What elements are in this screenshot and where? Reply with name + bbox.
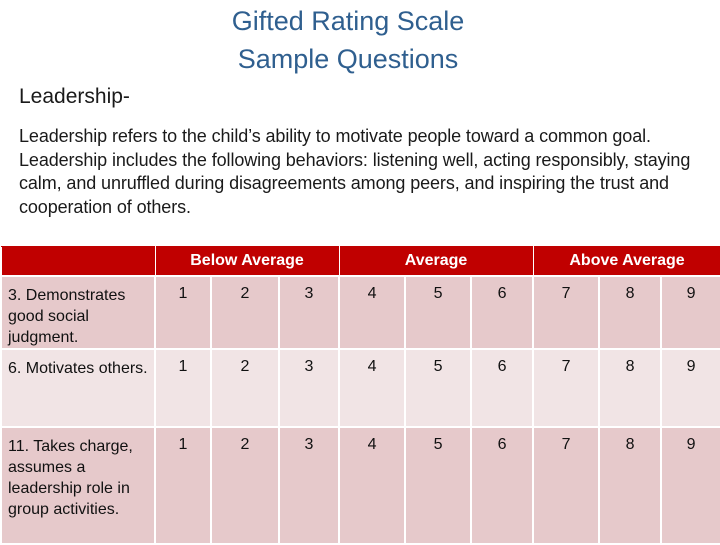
rating-cell: 9: [660, 426, 720, 545]
rating-cell: 5: [404, 275, 473, 350]
page-title: Gifted Rating Scale Sample Questions: [0, 2, 696, 78]
table-row: 6. Motivates others. 1 2 3 4 5 6 7 8 9: [0, 348, 720, 428]
table-row: 11. Takes charge, assumes a leadership r…: [0, 426, 720, 545]
rating-cell: 4: [338, 426, 407, 545]
rating-cell: 2: [210, 348, 280, 428]
header-average: Average: [338, 246, 534, 277]
rating-cell: 7: [532, 275, 601, 350]
rating-cell: 7: [532, 426, 601, 545]
rating-cell: 6: [470, 275, 535, 350]
rating-cell: 3: [277, 348, 341, 428]
title-line-2: Sample Questions: [237, 44, 459, 74]
item-label: 6. Motivates others.: [0, 348, 156, 428]
rating-cell: 9: [660, 348, 720, 428]
rating-cell: 8: [598, 426, 663, 545]
rating-cell: 3: [277, 275, 341, 350]
rating-cell: 5: [404, 426, 473, 545]
rating-cell: 7: [532, 348, 601, 428]
table-row: 3. Demonstrates good social judgment. 1 …: [0, 275, 720, 350]
rating-cell: 8: [598, 275, 663, 350]
rating-cell: 6: [470, 348, 535, 428]
rating-cell: 6: [470, 426, 535, 545]
rating-cell: 5: [404, 348, 473, 428]
rating-cell: 8: [598, 348, 663, 428]
header-below-average: Below Average: [154, 246, 340, 277]
rating-cell: 4: [338, 348, 407, 428]
item-label: 3. Demonstrates good social judgment.: [0, 275, 156, 350]
rating-cell: 2: [210, 275, 280, 350]
rating-cell: 9: [660, 275, 720, 350]
section-label: Leadership-: [19, 85, 130, 108]
rating-cell: 1: [154, 426, 212, 545]
rating-cell: 1: [154, 275, 212, 350]
table-header-row: Below Average Average Above Average: [0, 246, 720, 277]
item-label: 11. Takes charge, assumes a leadership r…: [0, 426, 156, 545]
header-blank: [0, 246, 156, 277]
rating-cell: 2: [210, 426, 280, 545]
rating-cell: 1: [154, 348, 212, 428]
rating-cell: 4: [338, 275, 407, 350]
rating-cell: 3: [277, 426, 341, 545]
leadership-description: Leadership refers to the child’s ability…: [19, 126, 691, 217]
title-line-1: Gifted Rating Scale: [231, 6, 465, 36]
rating-table: Below Average Average Above Average 3. D…: [0, 246, 720, 545]
header-above-average: Above Average: [532, 246, 720, 277]
